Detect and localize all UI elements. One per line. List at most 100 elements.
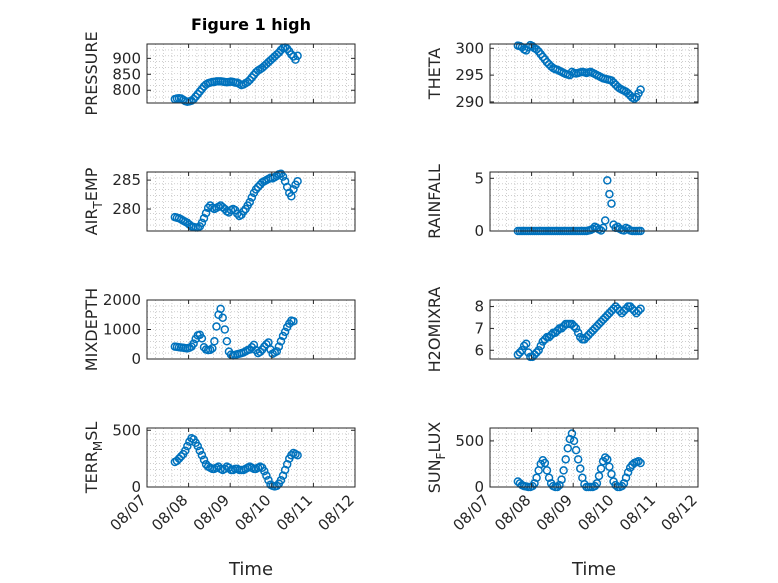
- sun-flux-point: [634, 456, 643, 466]
- h2omixra-point: [573, 328, 583, 338]
- terr-msl-point: [287, 450, 296, 460]
- sun-flux-point: [600, 453, 610, 462]
- terr-msl-point: [199, 455, 209, 465]
- air-temp-point: [289, 185, 298, 194]
- air-temp-point: [201, 208, 211, 218]
- mixdepth-point: [210, 337, 219, 346]
- air-temp-point: [293, 177, 302, 186]
- terr-msl-point: [176, 452, 186, 461]
- air-temp-point: [245, 197, 255, 207]
- terr-msl-point: [276, 475, 286, 485]
- sun-flux-ylabel: SUNFLUX: [425, 422, 448, 494]
- h2omixra-point: [540, 335, 550, 344]
- sun-flux-point: [573, 455, 583, 464]
- h2omixra-point: [580, 335, 589, 344]
- mixdepth-ytick-label: 2000: [103, 291, 141, 309]
- h2omixra-point: [569, 321, 579, 331]
- mixdepth-point: [278, 331, 288, 341]
- h2omixra-point: [528, 352, 537, 362]
- mixdepth-ylabel: MIXDEPTH: [82, 288, 101, 371]
- pressure-point: [243, 77, 252, 87]
- h2omixra-point: [634, 306, 643, 316]
- h2omixra-point: [544, 332, 554, 342]
- terr-msl-point: [272, 481, 282, 491]
- sun-flux-point: [594, 471, 604, 481]
- h2omixra-point: [603, 311, 612, 320]
- terr-msl-point: [181, 446, 190, 455]
- sun-flux-point: [542, 466, 552, 475]
- sun-flux-point: [557, 475, 566, 484]
- sun-flux-box: [489, 427, 699, 488]
- terr-msl-point: [197, 450, 207, 460]
- air-temp-ytick-label: 285: [112, 171, 141, 189]
- rainfall-point: [607, 199, 616, 208]
- mixdepth-point: [220, 325, 230, 334]
- terr-msl-point: [260, 466, 269, 476]
- h2omixra-point: [596, 317, 606, 327]
- h2omixra-point: [625, 302, 635, 311]
- h2omixra-point: [594, 319, 604, 329]
- theta-ylabel: THETA: [425, 48, 444, 100]
- h2omixra-ytick-label: 6: [474, 341, 484, 359]
- terr-msl-ytick-label: 0: [131, 478, 141, 496]
- terr-msl-point: [183, 441, 192, 451]
- terr-msl-xtick-label: 08/07: [107, 491, 150, 534]
- sun-flux-point: [576, 464, 585, 473]
- mixdepth-point: [222, 337, 232, 346]
- h2omixra-ytick-label: 7: [474, 319, 484, 337]
- sun-flux-point: [540, 458, 550, 468]
- terr-msl-xtick-label: 08/08: [148, 491, 191, 534]
- air-temp-ylabel: AIRTEMP: [82, 167, 105, 235]
- h2omixra-point: [592, 321, 602, 331]
- h2omixra-point: [582, 332, 591, 342]
- h2omixra-point: [584, 330, 593, 340]
- h2omixra-point: [621, 304, 631, 313]
- theta-axes: 290 295 300 THETA: [425, 39, 699, 111]
- terr-msl-point: [195, 446, 205, 455]
- terr-msl-box: [146, 427, 356, 488]
- h2omixra-point: [617, 308, 627, 318]
- terr-msl-xtick-label: 08/09: [190, 491, 233, 534]
- air-temp-box: [146, 171, 356, 232]
- sun-flux-ytick-label: 500: [455, 432, 484, 450]
- air-temp-axes: 280 285 AIRTEMP: [82, 167, 356, 235]
- air-temp-point: [197, 218, 207, 228]
- h2omixra-point: [546, 330, 556, 340]
- h2omixra-point: [530, 350, 539, 359]
- h2omixra-point: [636, 304, 645, 313]
- mixdepth-point: [264, 338, 273, 347]
- terr-msl-ytick-label: 500: [112, 421, 141, 439]
- air-temp-point: [239, 207, 248, 216]
- mixdepth-point: [276, 337, 286, 346]
- mixdepth-point: [272, 347, 282, 356]
- theta-point: [630, 94, 639, 103]
- pressure-ytick-label: 850: [112, 65, 141, 83]
- h2omixra-point: [586, 328, 595, 338]
- sun-flux-point: [563, 444, 573, 453]
- h2omixra-point: [538, 337, 548, 346]
- air-temp-point: [278, 172, 288, 181]
- sun-flux-xtick-label: 08/07: [450, 491, 493, 534]
- mixdepth-point: [197, 334, 207, 343]
- terr-msl-point: [262, 471, 271, 480]
- h2omixra-point: [532, 348, 541, 357]
- air-temp-point: [199, 214, 209, 223]
- sun-flux-point: [565, 434, 575, 444]
- pressure-point: [293, 51, 302, 61]
- mixdepth-ytick-label: 0: [131, 350, 141, 368]
- rainfall-point: [603, 176, 612, 185]
- terr-msl-ylabel: TERRMSL: [82, 422, 105, 495]
- sun-flux-point: [559, 466, 568, 475]
- terr-msl-point: [293, 450, 302, 460]
- sun-flux-point: [555, 480, 564, 490]
- rainfall-axes: 0 5 RAINFALL: [425, 164, 699, 240]
- rainfall-point: [605, 189, 614, 199]
- h2omixra-point: [611, 302, 620, 311]
- air-temp-point: [251, 185, 261, 194]
- theta-ytick-label: 300: [455, 39, 484, 57]
- h2omixra-point: [567, 319, 577, 329]
- air-temp-point: [253, 182, 263, 192]
- sun-flux-point: [596, 464, 606, 473]
